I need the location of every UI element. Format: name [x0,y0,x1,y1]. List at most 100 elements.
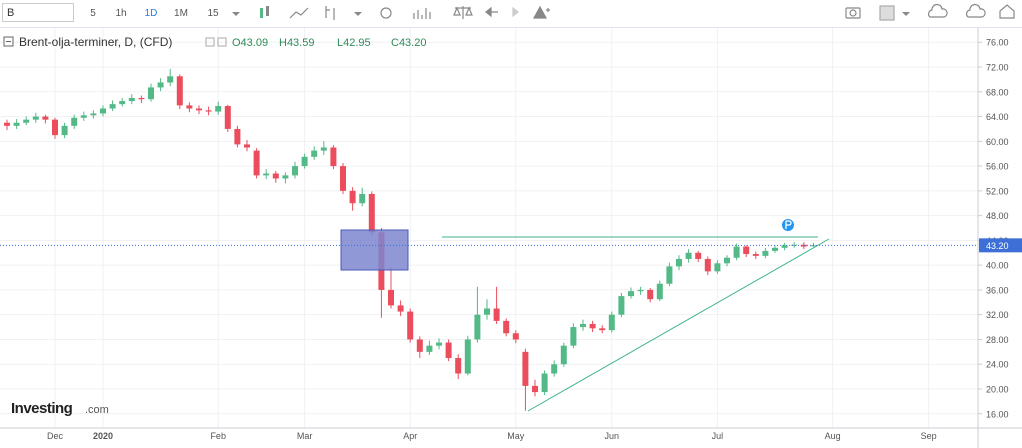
redo-icon[interactable] [512,6,519,18]
candle-body [119,101,126,105]
symbol-input[interactable]: B [2,3,74,22]
candle-body [599,328,606,331]
candle-body [244,144,250,148]
x-tick-label: Feb [210,431,226,441]
rectangle-drawing[interactable] [340,229,409,271]
logo-brand: Investing [11,400,73,417]
interval-button[interactable]: 15 [207,8,219,19]
candle-body [445,342,452,359]
candle-body [100,108,106,114]
candle-body [272,173,279,179]
candle-body [340,166,346,191]
candle-body [80,115,87,118]
candle-body [618,296,625,315]
interval-button[interactable]: 5 [90,8,96,19]
indicator-icon[interactable] [289,7,309,19]
alert-icon[interactable] [532,5,550,19]
collapse-icon[interactable] [3,36,14,47]
candle-body [234,128,241,145]
candle-body [4,122,10,126]
candle-body [589,323,596,329]
candle-body [205,110,212,112]
trend-line[interactable] [527,238,830,412]
logo-suffix: .com [85,404,109,416]
scales-icon[interactable] [453,6,473,19]
candle-body [426,345,433,352]
candle-body [743,246,750,255]
candle-body [397,305,404,312]
y-tick-label: 76.00 [986,38,1009,48]
interval-button[interactable]: 1M [174,8,188,19]
legend-high: H43.59 [279,37,314,49]
candles-icon[interactable] [260,8,263,18]
candle-body [695,252,702,259]
candle-body [551,364,558,374]
y-tick-label: 56.00 [986,162,1009,172]
candle-body [637,289,644,292]
camera-icon[interactable] [845,7,861,19]
compare-icon[interactable] [325,6,335,20]
candle-body [90,113,97,116]
candle-body [656,283,663,300]
candle-body [685,252,692,259]
candle-body [647,289,654,300]
dropdown-icon[interactable] [232,12,240,16]
candle-body [128,97,135,102]
candle-body [570,327,577,346]
x-tick-label: May [507,431,525,441]
candle-body [61,125,68,136]
color-icon[interactable] [879,5,895,21]
candle-body [580,323,586,328]
candle-body [388,289,394,306]
candle-body [263,173,270,176]
cloud-upload-icon[interactable] [966,3,986,18]
settings-icon[interactable] [380,7,392,19]
candle-body [349,190,356,204]
candle-body [157,82,164,88]
x-tick-label: 2020 [93,431,113,441]
cloud-download-icon[interactable] [928,3,948,18]
candle-body [532,385,538,393]
candle-body [167,76,174,83]
x-tick-label: Dec [47,431,64,441]
candle-body [71,117,78,126]
candle-body [13,122,20,126]
candle-body [23,119,30,123]
candle-body [493,308,500,321]
studies-icon[interactable] [413,8,431,19]
y-tick-label: 48.00 [986,211,1009,221]
interval-button[interactable]: 1h [115,8,127,19]
candle-body [253,150,260,176]
x-tick-label: Mar [297,431,313,441]
y-tick-label: 20.00 [986,384,1009,394]
candle-body [436,342,442,346]
x-tick-label: Aug [825,431,841,441]
candle-body [301,156,308,167]
candle-body [368,193,375,233]
candle-body [666,266,673,284]
y-tick-label: 64.00 [986,112,1009,122]
candle-body [800,244,807,247]
candle-body [474,314,481,340]
x-tick-label: Jun [605,431,620,441]
candle-body [522,351,529,386]
candle-body [186,105,193,109]
y-tick-label: 40.00 [986,261,1009,271]
plot-area [0,28,978,428]
candle-body [733,246,740,258]
legend-low: L42.95 [337,37,371,49]
candle-body [752,254,759,256]
home-icon[interactable] [999,4,1015,19]
candle-body [52,119,58,136]
candle-body [791,244,798,246]
y-tick-label: 16.00 [986,409,1009,419]
candle-body [455,358,462,374]
interval-button[interactable]: 1D [144,8,158,19]
candle-body [714,263,721,272]
legend-close: C43.20 [391,37,426,49]
undo-icon[interactable] [485,6,498,18]
candle-body [704,258,711,272]
candle-body [512,333,519,340]
legend-open: O43.09 [232,37,268,49]
x-tick-label: Sep [921,431,937,441]
